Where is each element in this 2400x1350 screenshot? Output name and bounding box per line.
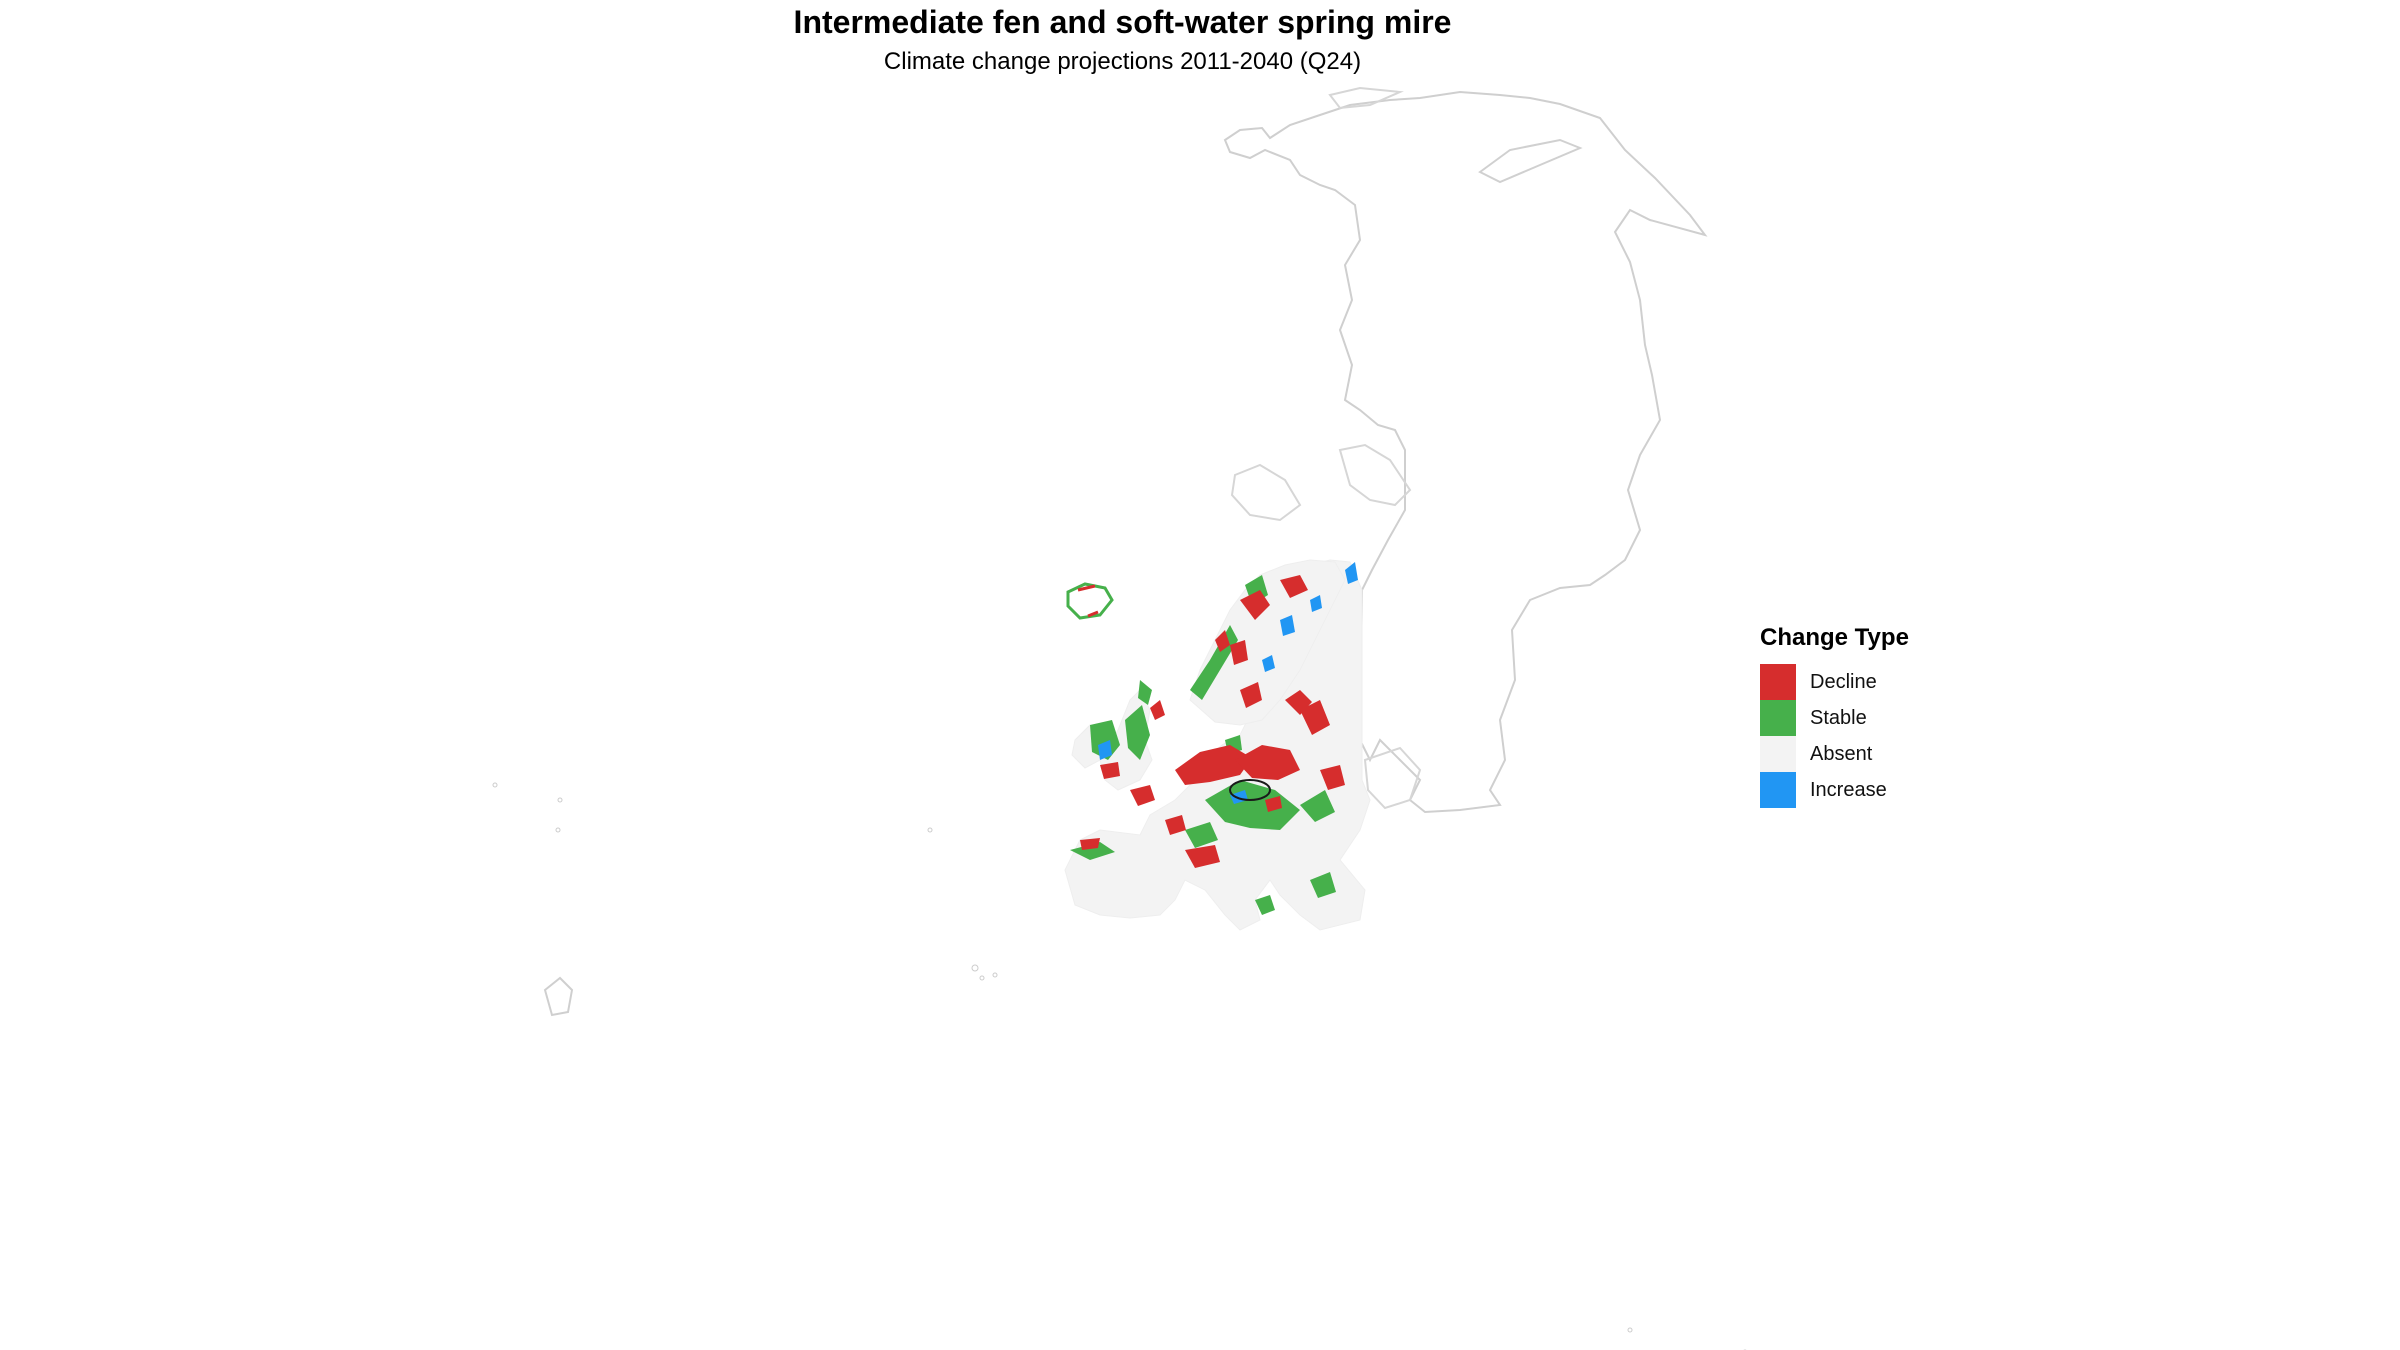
island-dot (555, 827, 561, 833)
stable-patch (1300, 790, 1335, 822)
legend-label-decline: Decline (1810, 670, 1877, 693)
stable-patch (1205, 780, 1300, 830)
island-dot (979, 975, 985, 981)
iceland-decline-edge (1077, 584, 1099, 618)
map-subtitle: Climate change projections 2011-2040 (Q2… (883, 48, 1362, 75)
decline-patch (1150, 700, 1165, 720)
decline-patch (1235, 745, 1300, 780)
island-dot (927, 827, 933, 833)
decline-patch (1240, 590, 1270, 620)
white-sea-outline (1230, 463, 1302, 522)
decline-patch (1230, 640, 1248, 665)
decline-patch (1165, 815, 1186, 835)
stable-patch (1255, 895, 1275, 915)
legend-key-increase (1760, 772, 1796, 808)
map-title: Intermediate fen and soft-water spring m… (793, 4, 1452, 40)
decline-patch (1130, 785, 1155, 806)
legend-label-absent: Absent (1810, 742, 1873, 765)
legend-key-stable (1760, 700, 1796, 736)
decline-patch (1320, 765, 1345, 790)
decline-patch (1280, 575, 1308, 598)
island-dot (557, 797, 563, 803)
legend-item-stable: Stable (1760, 700, 1909, 736)
legend-item-decline: Decline (1760, 664, 1909, 700)
azores-outline (543, 976, 574, 1017)
region-outline (1229, 779, 1271, 801)
stable-patch (1185, 822, 1218, 848)
increase-patch (1310, 595, 1322, 612)
decline-patch (1185, 845, 1220, 868)
decline-patch (1080, 838, 1100, 850)
legend-item-absent: Absent (1760, 736, 1909, 772)
stable-patch (1070, 842, 1115, 860)
island-dot (971, 964, 979, 972)
island-dot (992, 972, 998, 978)
arctic-island-outline (1478, 138, 1583, 184)
decline-patch (1215, 630, 1230, 652)
legend-label-increase: Increase (1810, 778, 1887, 801)
legend-key-decline (1760, 664, 1796, 700)
decline-patch (1175, 745, 1252, 785)
increase-patch (1262, 655, 1275, 672)
arctic-island-outline-2 (1328, 86, 1404, 110)
island-dot (1627, 1327, 1633, 1333)
decline-patch (1265, 796, 1282, 812)
stable-patches (1070, 575, 1336, 915)
increase-patch (1345, 562, 1358, 584)
increase-patch (1098, 740, 1112, 760)
legend-label-stable: Stable (1810, 706, 1867, 729)
increase-patch (1280, 615, 1295, 636)
decline-patch (1100, 762, 1120, 779)
stable-patch (1310, 872, 1336, 898)
russia-outline (1223, 90, 1708, 814)
legend: Change Type Decline Stable Absent Increa… (1760, 624, 1909, 808)
legend-item-increase: Increase (1760, 772, 1909, 808)
iceland-outline (1066, 582, 1114, 620)
kola-peninsula-outline (1338, 443, 1412, 507)
decline-patches (1080, 575, 1345, 868)
stable-patch (1090, 720, 1120, 760)
scandinavia-landmass (1189, 559, 1346, 726)
stable-patch (1125, 705, 1150, 760)
stable-patch (1138, 680, 1152, 705)
island-dot (492, 782, 498, 788)
decline-patch (1300, 700, 1330, 735)
caucasus-outline (1363, 746, 1422, 810)
legend-title: Change Type (1760, 624, 1909, 651)
legend-key-absent (1760, 736, 1796, 772)
decline-patch (1240, 682, 1262, 708)
